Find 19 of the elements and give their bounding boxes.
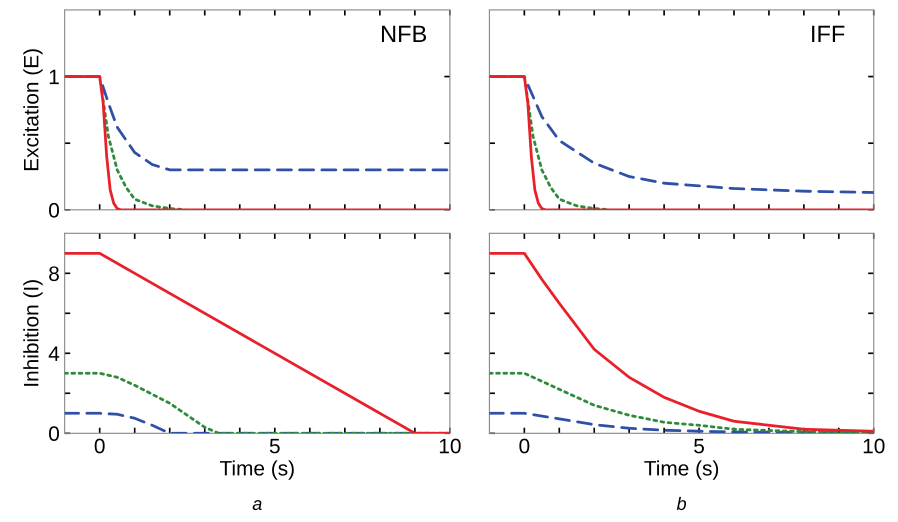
y-tick-label: 0 [49, 202, 59, 218]
x-tick-label: 0 [94, 438, 105, 454]
y-axis-title: Inhibition (I) [23, 280, 43, 386]
annotation: NFB [382, 26, 426, 42]
x-tick-label: 10 [864, 438, 885, 454]
y-tick-label: 4 [48, 346, 60, 361]
text: b [676, 496, 686, 510]
y-tick-label: 0 [49, 426, 59, 442]
y-axis-title: Excitation (E) [23, 49, 43, 170]
x-tick-label: 5 [270, 438, 280, 454]
x-tick-label: 0 [519, 438, 530, 454]
y-tick-label: 8 [49, 266, 59, 282]
x-axis-title: Time (s) [644, 460, 718, 480]
y-tick-label: 1 [50, 70, 59, 84]
x-axis-title: Time (s) [220, 460, 294, 480]
annotation: IFF [812, 26, 844, 42]
x-tick-label: 5 [694, 438, 704, 454]
text: a [252, 500, 262, 510]
x-tick-label: 10 [440, 438, 461, 454]
